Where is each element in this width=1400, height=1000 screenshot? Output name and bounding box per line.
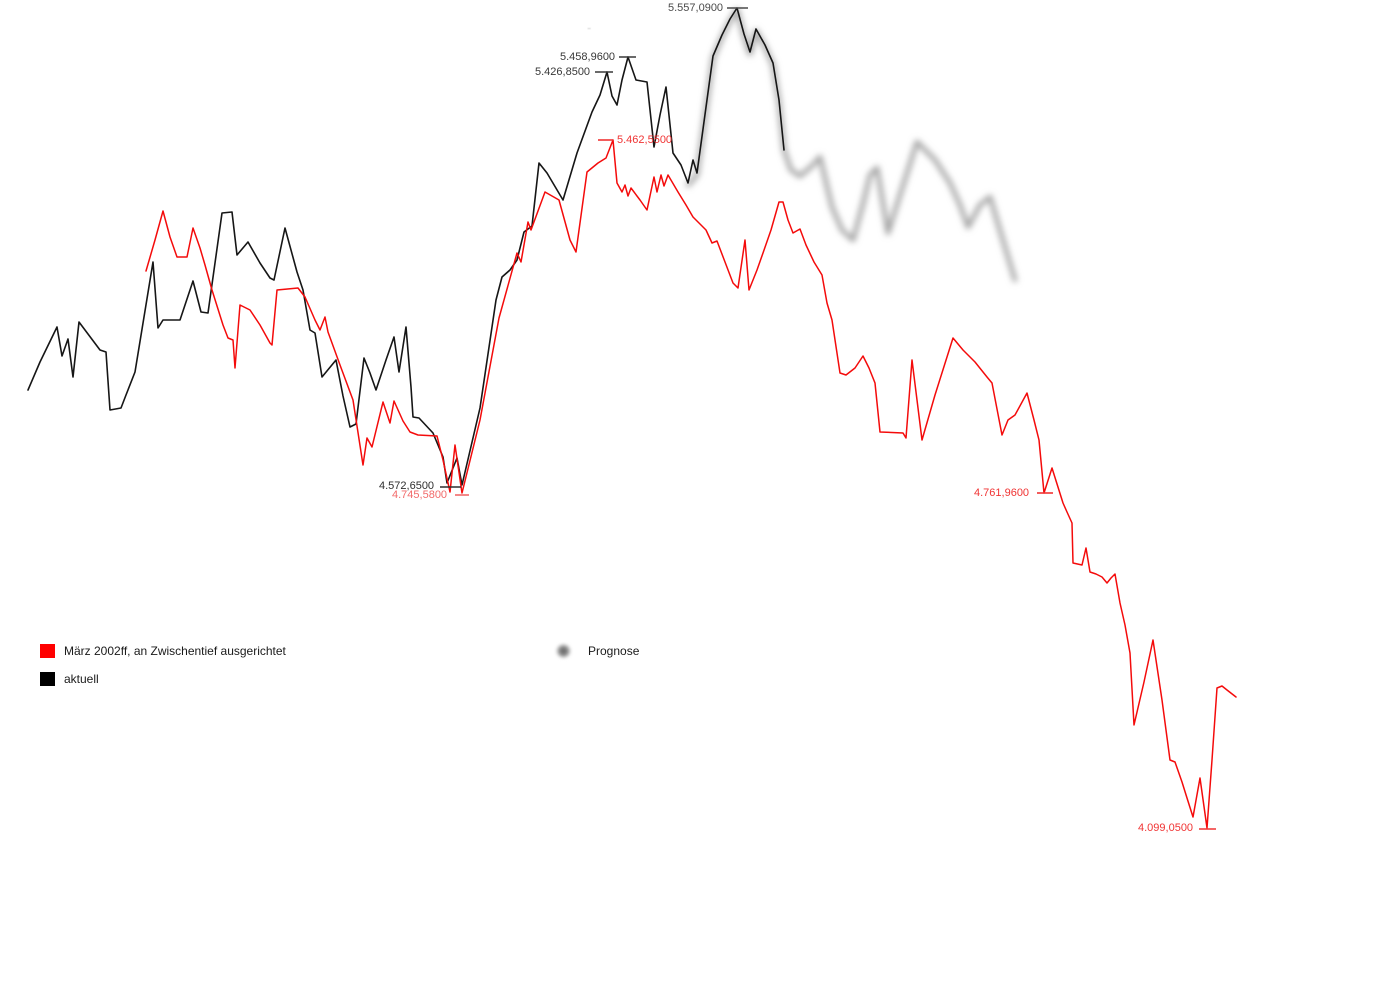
legend-item-maerz2002: März 2002ff, an Zwischentief ausgerichte… <box>40 644 286 658</box>
series-aktuell-line <box>27 7 785 486</box>
data-label: 4.099,0500 <box>1138 822 1194 834</box>
data-label: 5.462,5500 <box>617 134 673 146</box>
data-label: 5.557,0900 <box>668 2 724 14</box>
legend-label-aktuell: aktuell <box>64 672 99 686</box>
data-label: 4.745,5800 <box>392 489 448 501</box>
legend-item-aktuell: aktuell <box>40 672 99 686</box>
series-prognose-line <box>685 7 1018 283</box>
series-layer <box>27 7 1237 829</box>
data-label: 4.761,9600 <box>974 487 1030 499</box>
legend-swatch-maerz2002 <box>40 644 55 658</box>
legend-label-prognose: Prognose <box>588 644 640 658</box>
annotation-tick-layer <box>440 7 1216 830</box>
legend-item-prognose: Prognose <box>556 644 639 658</box>
legend-label-maerz2002: März 2002ff, an Zwischentief ausgerichte… <box>64 644 286 658</box>
data-label: 4.572,6500 <box>379 480 435 492</box>
data-label: 5.426,8500 <box>535 66 591 78</box>
series-maerz2002-line <box>145 139 1237 829</box>
legend-blurred-dot-icon <box>556 644 571 658</box>
legend-swatch-aktuell <box>40 672 55 686</box>
render-artifact: ·· <box>587 24 591 33</box>
data-label: 5.458,9600 <box>560 51 616 63</box>
